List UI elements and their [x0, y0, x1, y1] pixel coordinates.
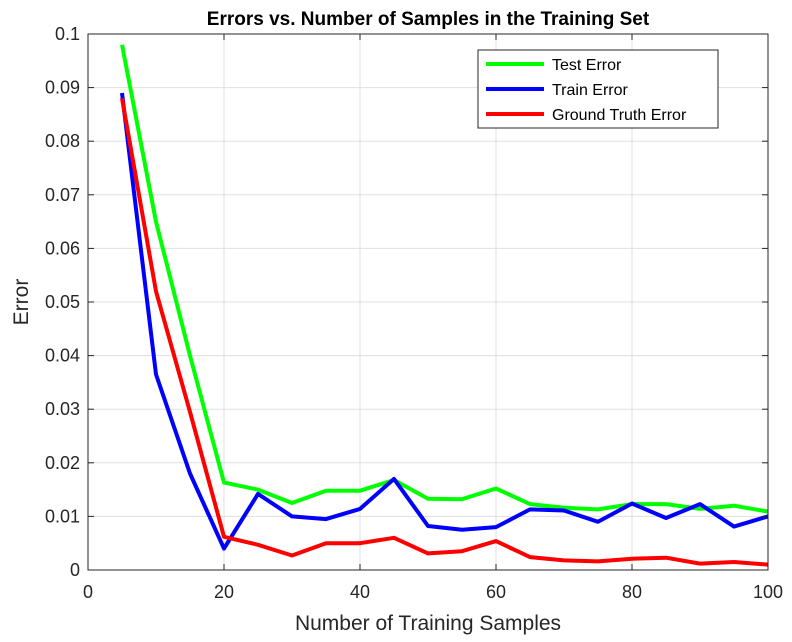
series-line-ground-truth-error: [120, 97, 769, 567]
legend-label-train-error: Train Error: [552, 82, 629, 99]
y-tick-label: 0.1: [55, 24, 80, 44]
series-line-test-error: [120, 44, 769, 514]
series-lines: [120, 44, 769, 567]
axis-ticks: 0 20 40 60 80 100 0 0.01 0.02 0.03 0.04 0.05 0.06 0.0…: [45, 24, 783, 602]
legend-label-test-error: Test Error: [552, 57, 622, 74]
legend: Test Error Train Error Ground Truth Error: [477, 49, 719, 129]
x-tick-label: 20: [214, 582, 234, 602]
y-tick-label: 0.08: [45, 131, 80, 151]
grid: [87, 33, 769, 571]
x-tick-label: 40: [350, 582, 370, 602]
y-tick-label: 0.04: [45, 346, 80, 366]
y-tick-label: 0.02: [45, 453, 80, 473]
y-tick-label: 0.03: [45, 399, 80, 419]
legend-label-ground-truth-error: Ground Truth Error: [552, 107, 687, 124]
y-tick-label: 0.01: [45, 506, 80, 526]
chart-title: Errors vs. Number of Samples in the Trai…: [207, 9, 650, 30]
y-tick-label: 0: [70, 560, 80, 580]
y-tick-label: 0.06: [45, 238, 80, 258]
x-tick-label: 100: [753, 582, 783, 602]
x-axis-label: Number of Training Samples: [295, 612, 561, 635]
x-tick-label: 80: [622, 582, 642, 602]
y-tick-label: 0.09: [45, 78, 80, 98]
y-tick-label: 0.05: [45, 292, 80, 312]
x-tick-label: 60: [486, 582, 506, 602]
y-tick-label: 0.07: [45, 185, 80, 205]
y-axis-label: Error: [10, 279, 33, 326]
x-tick-label: 0: [83, 582, 93, 602]
